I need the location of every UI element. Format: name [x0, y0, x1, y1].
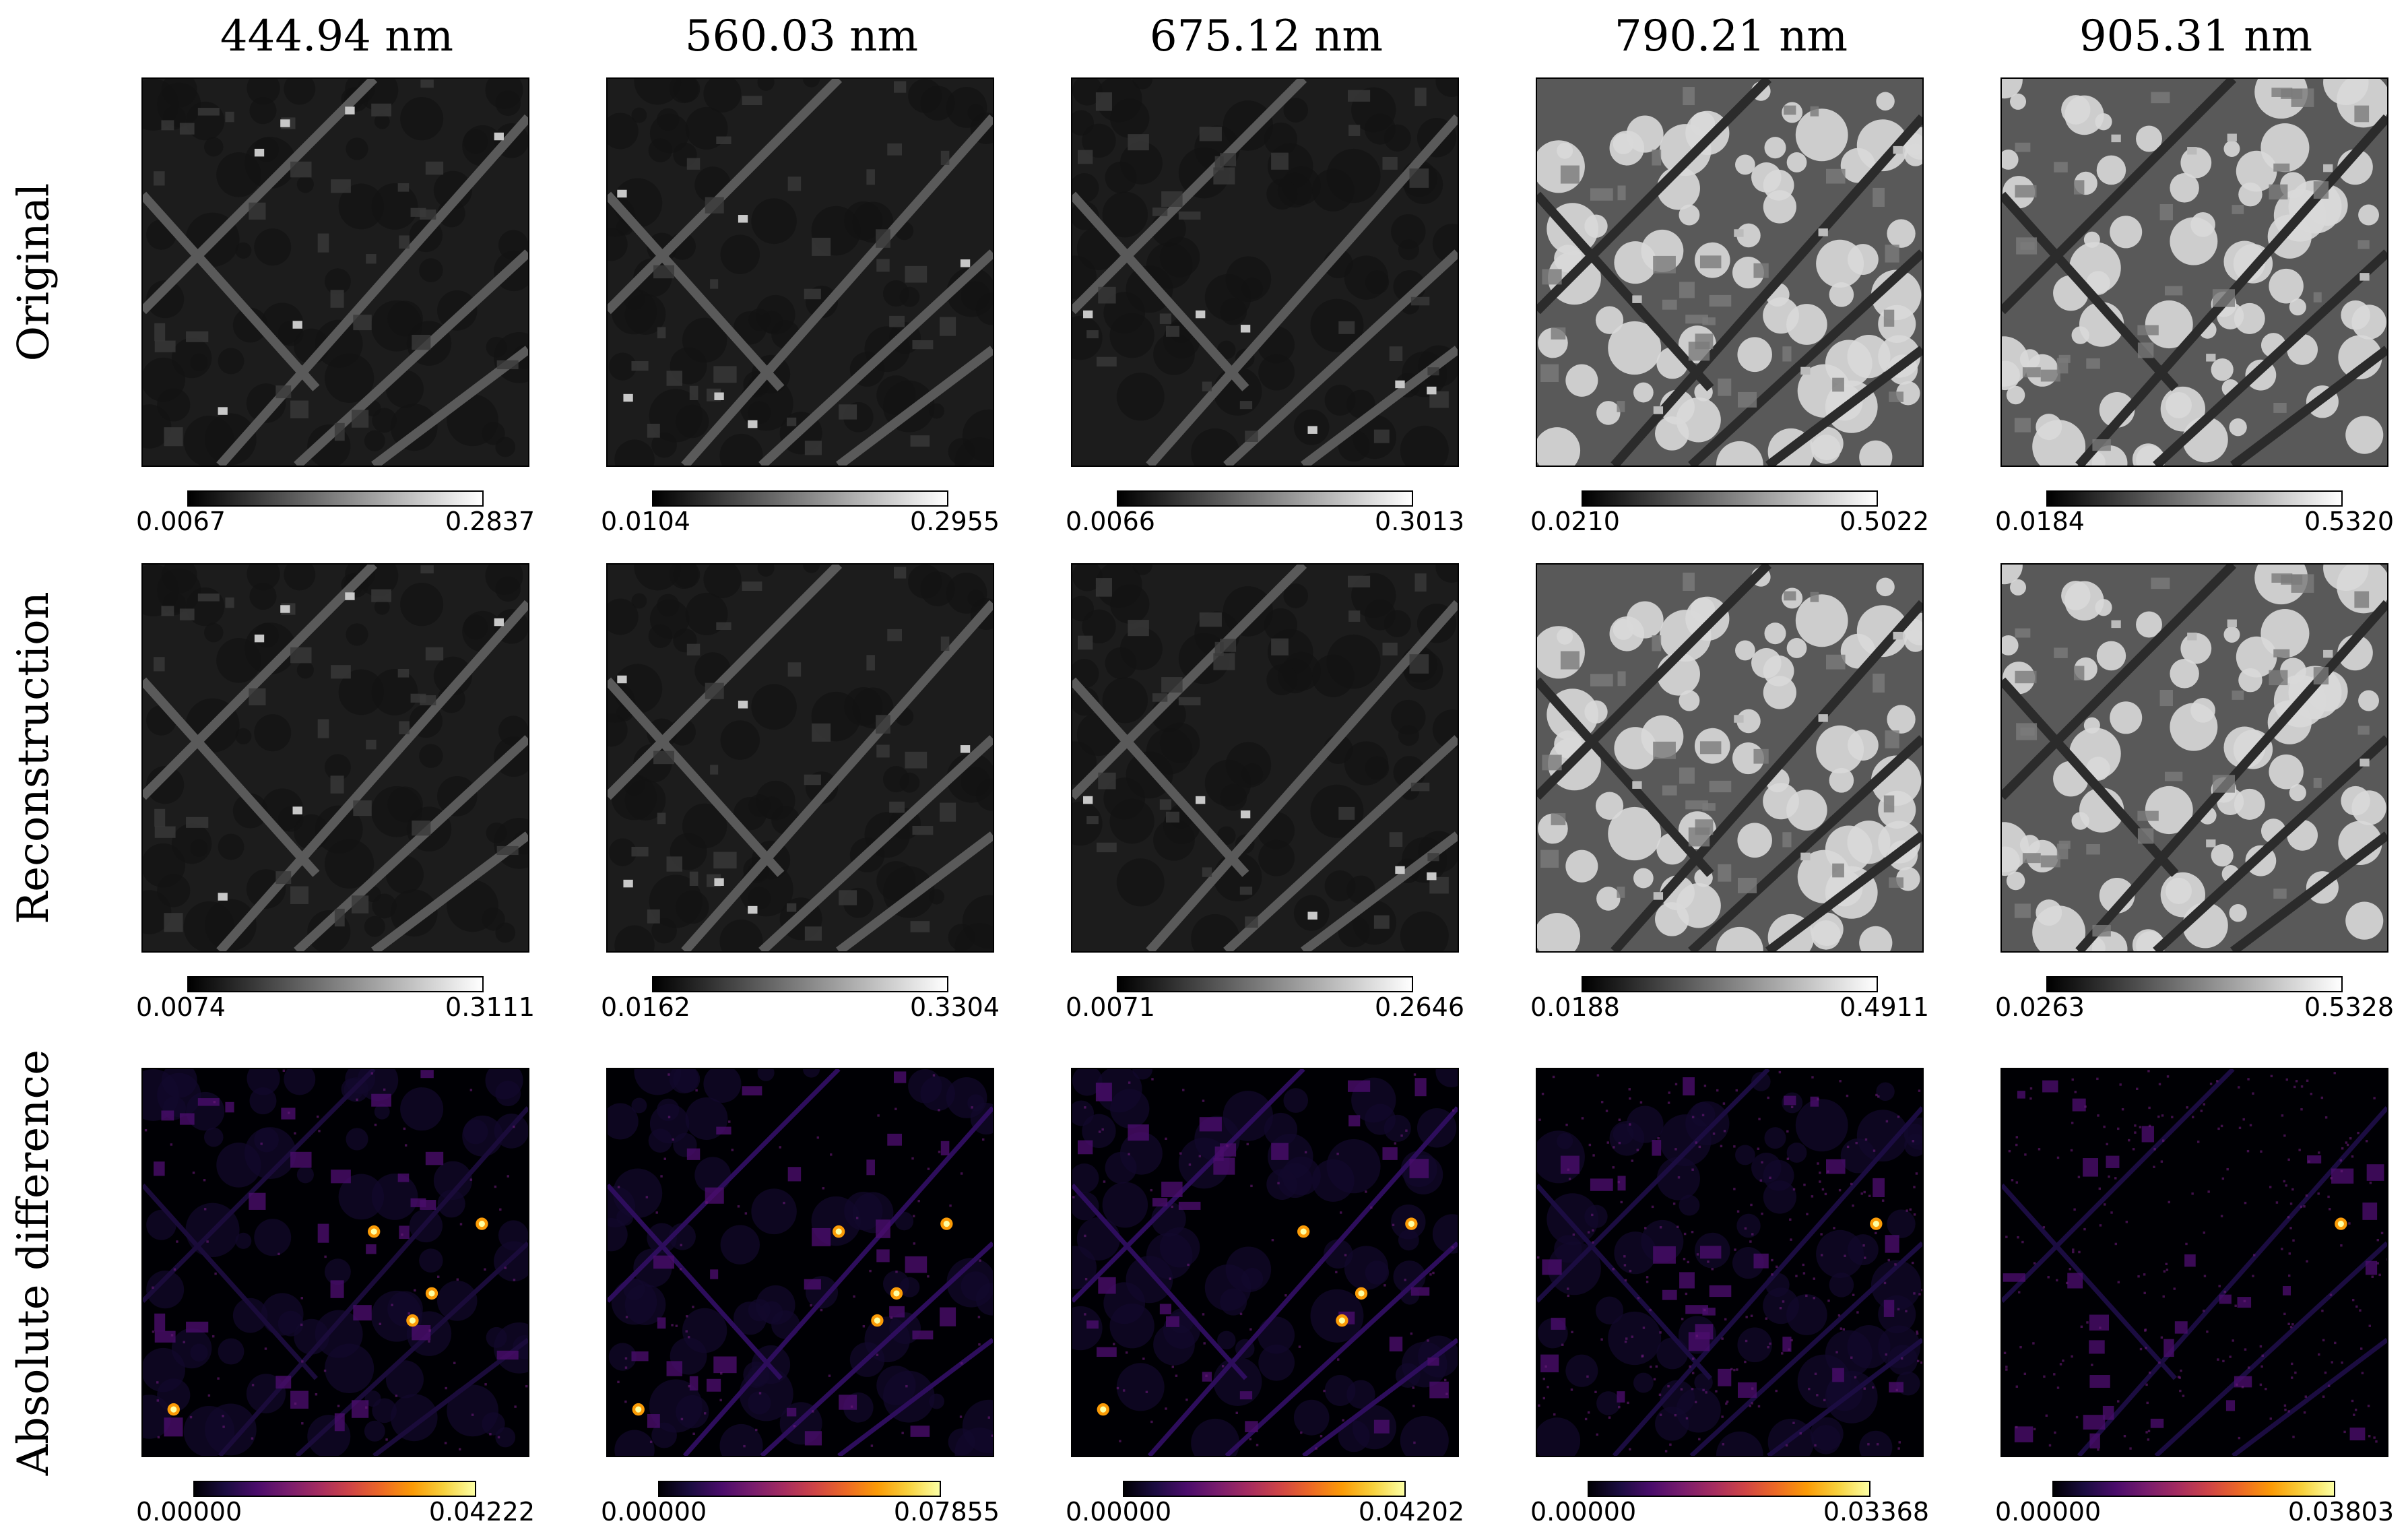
difference-image-col5 [2000, 1068, 2388, 1457]
row-label-reconstruction-text: Reconstruction [9, 591, 59, 924]
reconstruction-colorbar-min-label-col1: 0.0074 [136, 992, 226, 1022]
original-image-col5 [2000, 77, 2388, 467]
original-colorbar-max-label-col2: 0.2955 [910, 507, 1000, 536]
reconstruction-colorbar-min-label-col5: 0.0263 [1995, 992, 2085, 1022]
original-colorbar-max-label-col3: 0.3013 [1375, 507, 1464, 536]
original-image-col4 [1536, 77, 1924, 467]
reconstruction-colorbar-col2 [652, 976, 948, 992]
reconstruction-colorbar-min-label-col3: 0.0071 [1066, 992, 1155, 1022]
row-label-difference: Absolute difference [0, 1050, 67, 1475]
original-image-col1 [141, 77, 529, 467]
difference-image-col2 [606, 1068, 994, 1457]
original-colorbar-col4 [1582, 490, 1878, 507]
difference-colorbar-min-label-col4: 0.00000 [1530, 1497, 1637, 1527]
original-image-col3 [1071, 77, 1459, 467]
column-title-675nm: 675.12 nm [1149, 11, 1384, 61]
row-label-reconstruction: Reconstruction [0, 563, 67, 953]
difference-colorbar-min-label-col1: 0.00000 [136, 1497, 242, 1527]
difference-image-col4 [1536, 1068, 1924, 1457]
difference-colorbar-col4 [1588, 1481, 1870, 1497]
original-colorbar-max-label-col5: 0.5320 [2304, 507, 2394, 536]
original-colorbar-max-label-col1: 0.2837 [445, 507, 535, 536]
original-colorbar-col2 [652, 490, 948, 507]
original-colorbar-min-label-col5: 0.0184 [1995, 507, 2085, 536]
column-title-905nm: 905.31 nm [2079, 11, 2313, 61]
original-colorbar-col5 [2046, 490, 2343, 507]
difference-colorbar-col2 [658, 1481, 941, 1497]
column-title-790nm: 790.21 nm [1614, 11, 1848, 61]
reconstruction-image-col1 [141, 563, 529, 953]
reconstruction-colorbar-col4 [1582, 976, 1878, 992]
difference-image-col1 [141, 1068, 529, 1457]
difference-colorbar-max-label-col2: 0.07855 [893, 1497, 1000, 1527]
difference-colorbar-min-label-col3: 0.00000 [1066, 1497, 1172, 1527]
reconstruction-colorbar-max-label-col2: 0.3304 [910, 992, 1000, 1022]
reconstruction-colorbar-max-label-col5: 0.5328 [2304, 992, 2394, 1022]
column-title-560nm: 560.03 nm [684, 11, 919, 61]
reconstruction-colorbar-min-label-col2: 0.0162 [601, 992, 690, 1022]
reconstruction-colorbar-max-label-col1: 0.3111 [445, 992, 535, 1022]
reconstruction-colorbar-min-label-col4: 0.0188 [1530, 992, 1620, 1022]
original-image-col2 [606, 77, 994, 467]
original-colorbar-col1 [187, 490, 484, 507]
reconstruction-image-col3 [1071, 563, 1459, 953]
original-colorbar-max-label-col4: 0.5022 [1840, 507, 1929, 536]
difference-colorbar-max-label-col1: 0.04222 [428, 1497, 535, 1527]
row-label-original: Original [0, 77, 67, 467]
difference-colorbar-col5 [2052, 1481, 2335, 1497]
difference-colorbar-col1 [193, 1481, 476, 1497]
difference-colorbar-col3 [1123, 1481, 1406, 1497]
original-colorbar-min-label-col1: 0.0067 [136, 507, 226, 536]
reconstruction-colorbar-col5 [2046, 976, 2343, 992]
difference-colorbar-min-label-col5: 0.00000 [1995, 1497, 2102, 1527]
row-label-original-text: Original [9, 183, 59, 362]
original-colorbar-col3 [1117, 490, 1413, 507]
reconstruction-image-col5 [2000, 563, 2388, 953]
reconstruction-colorbar-col3 [1117, 976, 1413, 992]
difference-image-col3 [1071, 1068, 1459, 1457]
column-title-444nm: 444.94 nm [220, 11, 454, 61]
difference-colorbar-max-label-col3: 0.04202 [1358, 1497, 1464, 1527]
reconstruction-colorbar-max-label-col4: 0.4911 [1840, 992, 1929, 1022]
original-colorbar-min-label-col3: 0.0066 [1066, 507, 1155, 536]
reconstruction-colorbar-col1 [187, 976, 484, 992]
reconstruction-colorbar-max-label-col3: 0.2646 [1375, 992, 1464, 1022]
row-label-difference-text: Absolute difference [9, 1049, 59, 1476]
reconstruction-image-col4 [1536, 563, 1924, 953]
difference-colorbar-max-label-col5: 0.03803 [2287, 1497, 2394, 1527]
difference-colorbar-min-label-col2: 0.00000 [601, 1497, 707, 1527]
reconstruction-image-col2 [606, 563, 994, 953]
original-colorbar-min-label-col4: 0.0210 [1530, 507, 1620, 536]
original-colorbar-min-label-col2: 0.0104 [601, 507, 690, 536]
difference-colorbar-max-label-col4: 0.03368 [1823, 1497, 1929, 1527]
